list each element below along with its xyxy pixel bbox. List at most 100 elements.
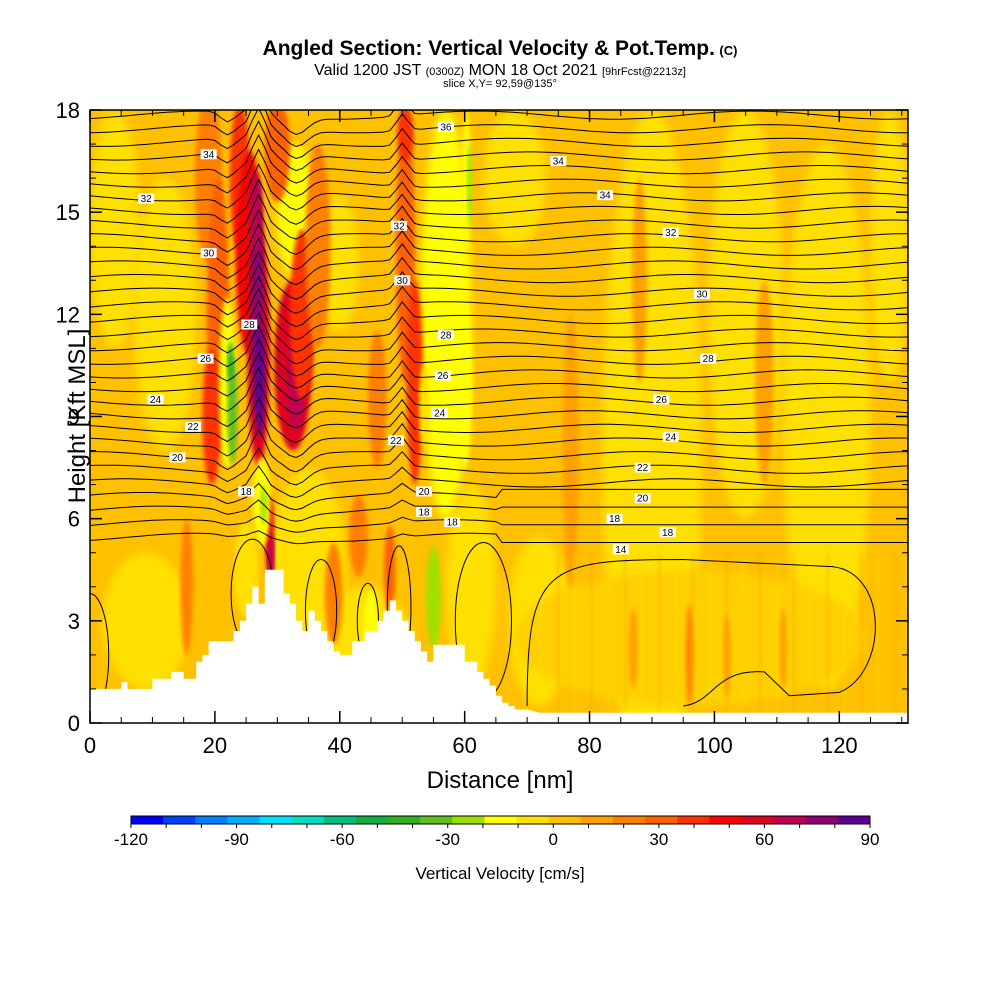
y-tick-label: 12	[56, 302, 80, 327]
velocity-stripe	[792, 552, 796, 710]
isentrope-label-bg	[387, 435, 404, 446]
velocity-stripe	[573, 552, 577, 710]
isentrope-label-bg	[444, 517, 461, 528]
isentrope-label: 34	[550, 156, 567, 168]
isentrope-label-text: 20	[172, 453, 184, 464]
isentrope-label-text: 34	[553, 157, 565, 168]
isentrope-label: 22	[387, 435, 404, 447]
isentrope-label-text: 28	[244, 320, 256, 331]
isentrope-line	[90, 366, 908, 415]
colorbar-swatch	[195, 816, 228, 824]
y-tick-label: 15	[56, 200, 80, 225]
isentrope-line	[90, 178, 908, 225]
velocity-cell	[367, 331, 387, 468]
terrain-mask	[90, 569, 908, 723]
isentrope-line	[90, 120, 908, 172]
isentrope-line	[90, 428, 908, 473]
velocity-cell	[783, 144, 871, 689]
isentrope-label-text: 26	[437, 371, 449, 382]
isentrope-label: 18	[238, 486, 255, 498]
isentrope-label-text: 34	[203, 150, 215, 161]
isentrope-label-text: 26	[200, 354, 212, 365]
isentrope-label: 24	[147, 394, 164, 406]
colorbar-tick-label: 0	[549, 830, 558, 849]
velocity-stripe	[607, 552, 611, 710]
velocity-cell	[632, 178, 647, 383]
isentrope-label: 18	[606, 513, 623, 525]
isentrope-line	[90, 250, 908, 300]
y-tick-label: 9	[68, 405, 80, 430]
isentrope-loop	[90, 593, 110, 717]
velocity-stripe	[876, 552, 880, 710]
isentrope-line	[90, 482, 908, 511]
isentrope-label: 32	[138, 193, 155, 205]
title-row: Angled Section: Vertical Velocity & Pot.…	[0, 36, 1000, 64]
isentrope-line	[90, 412, 908, 459]
isentrope-label: 32	[391, 220, 408, 232]
isentrope-label: 18	[659, 527, 676, 539]
isentrope-line	[90, 465, 908, 499]
isentrope-label-bg	[197, 353, 214, 364]
isentrope-line	[90, 352, 908, 402]
isentrope-line	[90, 338, 908, 389]
isentrope-label-bg	[431, 408, 448, 419]
velocity-cell	[406, 280, 423, 485]
isentrope-label-text: 34	[600, 191, 612, 202]
isentrope-label-text: 18	[609, 514, 621, 525]
isentrope-line	[90, 263, 908, 314]
isentrope-label-bg	[550, 156, 567, 167]
velocity-cell	[483, 110, 546, 247]
colorbar-swatch	[677, 816, 710, 824]
isentrope-label-text: 30	[397, 276, 409, 287]
colorbar-swatch	[580, 816, 614, 824]
isentrope-label-bg	[597, 190, 614, 201]
colorbar-tick-label: 30	[649, 830, 668, 849]
colorbar-swatch	[131, 816, 164, 824]
x-axis-label: Distance [nm]	[426, 767, 574, 794]
isentrope-label-text: 18	[662, 528, 674, 539]
isentrope-line	[90, 110, 908, 148]
isentrope-line	[90, 447, 908, 486]
isentrope-label-bg	[394, 275, 411, 286]
isentrope-label-text: 22	[390, 436, 402, 447]
isentrope-label: 18	[444, 517, 461, 529]
velocity-stripe	[708, 552, 712, 710]
velocity-stripe	[674, 552, 678, 710]
isentrope-label-text: 22	[637, 463, 649, 474]
isentrope-label-bg	[634, 462, 651, 473]
colorbar-swatch	[355, 816, 389, 824]
isentrope-label: 30	[200, 248, 217, 260]
isentrope-labels: 36 34 34 34 32 32 32 30 30 30 28 28 28 26 26 26 24 24 24 22…	[138, 122, 717, 556]
isentrope-label: 34	[200, 149, 217, 161]
velocity-stripe	[826, 552, 830, 710]
x-tick-label: 40	[328, 733, 352, 758]
isentrope-label-bg	[612, 544, 629, 555]
isentrope-label-bg	[185, 421, 202, 432]
isentrope-label-text: 32	[141, 194, 153, 205]
colorbar-tick-label: 60	[755, 830, 774, 849]
colorbar-swatch	[516, 816, 550, 824]
colorbar-tick-label: -30	[435, 830, 460, 849]
colorbar-swatch	[291, 816, 325, 824]
isentrope-label-text: 36	[440, 123, 452, 134]
isentrope-label: 22	[634, 462, 651, 474]
colorbar-swatch	[837, 816, 871, 824]
isentrope-label: 34	[597, 190, 614, 202]
colorbar-swatch	[645, 816, 678, 824]
colorbar-frame	[130, 815, 871, 825]
isentrope-label-bg	[434, 370, 451, 381]
isentrope-line	[90, 324, 908, 377]
isentrope-label: 30	[394, 275, 411, 287]
isentrope-line	[90, 299, 908, 353]
velocity-stripe	[725, 552, 729, 710]
valid-prefix: Valid 1200 JST	[314, 62, 422, 79]
y-tick-label: 18	[56, 98, 80, 123]
isentrope-line	[90, 237, 908, 286]
colorbar-label: Vertical Velocity [cm/s]	[415, 864, 585, 883]
isentrope-label-bg	[437, 329, 454, 340]
isentrope-label: 20	[169, 452, 186, 464]
isentrope-line	[90, 499, 908, 522]
y-tick-label: 6	[68, 507, 80, 532]
